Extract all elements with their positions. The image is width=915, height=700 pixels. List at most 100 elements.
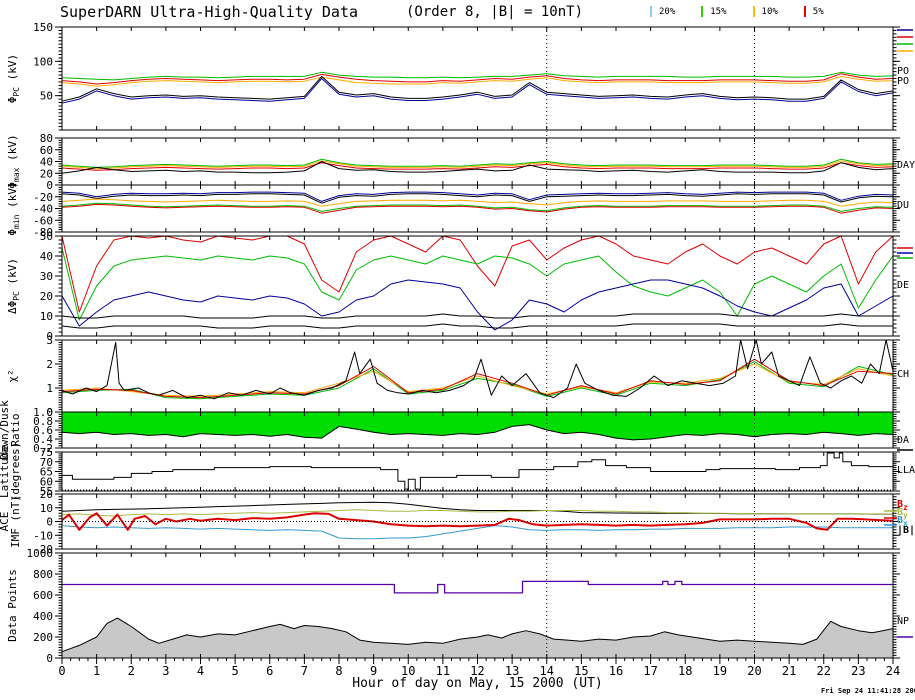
panel-ylabel: Dawn/Dusk <box>0 400 11 460</box>
series-np-count-fill <box>62 618 893 658</box>
x-tick-label: 4 <box>197 664 204 678</box>
x-tick-label: 12 <box>470 664 484 678</box>
series-max-green <box>61 158 894 168</box>
x-tick-label: 24 <box>886 664 900 678</box>
right-label-latitude: LLA <box>897 465 915 476</box>
y-tick-label: -20 <box>33 543 53 556</box>
x-tick-label: 6 <box>266 664 273 678</box>
legend-swatch <box>650 6 652 17</box>
legend-swatch <box>752 6 755 17</box>
legend-swatch <box>803 6 806 17</box>
x-tick-label: 0 <box>58 664 65 678</box>
y-tick-label: -40 <box>33 203 53 216</box>
right-label-ace_imf: |B| <box>897 525 915 536</box>
y-tick-label: 2 <box>46 358 53 371</box>
panel-ylabel: Latitude <box>0 445 11 498</box>
y-tick-label: 0 <box>46 652 53 665</box>
panel-frame <box>61 26 894 131</box>
x-tick-label: 15 <box>574 664 588 678</box>
series-d-black-upper <box>61 313 893 319</box>
y-tick-label: 40 <box>40 250 53 263</box>
y-tick-label: 10 <box>40 502 53 515</box>
y-tick-label: 200 <box>33 631 53 644</box>
creation-timestamp: Fri Sep 24 11:41:28 2004 <box>821 687 915 695</box>
y-tick-label: 1 <box>46 382 53 395</box>
series-lat-step <box>62 452 893 490</box>
x-tick-label: 10 <box>401 664 415 678</box>
y-tick-label: 80 <box>40 132 53 145</box>
right-label-chi2: CH <box>897 369 909 380</box>
x-tick-label: 1 <box>93 664 100 678</box>
y-tick-label: 0.8 <box>33 415 53 428</box>
page-title: SuperDARN Ultra-High-Quality Data <box>60 3 359 21</box>
right-label-ace_imf: Bz <box>897 499 908 512</box>
y-tick-label: 70 <box>40 456 53 469</box>
x-tick-label: 18 <box>678 664 692 678</box>
x-tick-label: 7 <box>301 664 308 678</box>
series-min-green <box>61 202 894 212</box>
legend-item-10pct: 10% <box>752 6 778 17</box>
y-tick-label: 55 <box>40 485 53 498</box>
series-ratio-line <box>61 424 894 441</box>
panel-phi_min: 0-20-40-60-80 Φmin (kV) DU <box>6 179 909 239</box>
panel-ylabel: Φmax (kV) <box>6 134 21 188</box>
panel-frame <box>61 451 894 492</box>
y-tick-label: 75 <box>40 446 53 459</box>
x-tick-label: 13 <box>505 664 519 678</box>
y-tick-label: 60 <box>40 475 53 488</box>
series-bx <box>61 525 893 540</box>
series-pc-green <box>61 71 894 81</box>
y-tick-label: 600 <box>33 589 53 602</box>
y-tick-label: 0.2 <box>33 442 53 455</box>
right-label-dphi_pc: DE <box>897 280 909 291</box>
y-tick-label: -80 <box>33 226 53 239</box>
y-tick-label: 60 <box>40 144 53 157</box>
y-tick-label: 10 <box>40 310 53 323</box>
legend-item-15pct: 15% <box>701 6 727 17</box>
panel-frame <box>61 493 894 550</box>
y-tick-label: 3 <box>46 334 53 347</box>
x-tick-label: 11 <box>436 664 450 678</box>
right-label-ratio: DA <box>897 435 909 446</box>
y-tick-label: 50 <box>40 230 53 243</box>
panel-data_points: 1000 800 600 400 200 0 Data Points NP <box>6 547 913 665</box>
panel-ylabel: Ratio <box>9 413 22 446</box>
y-tick-label: 0 <box>46 406 53 419</box>
right-label-phi_pc: PO <box>897 66 909 77</box>
series-ratio-line-fill <box>62 412 893 440</box>
x-tick-label: 22 <box>817 664 831 678</box>
x-tick-label: 2 <box>128 664 135 678</box>
right-label-ace_imf: Bx <box>897 515 908 528</box>
x-tick-label: 23 <box>851 664 865 678</box>
y-tick-label: 0 <box>46 516 53 529</box>
legend-label: 15% <box>710 6 727 17</box>
series-max-orange <box>61 160 894 170</box>
y-tick-label: 1000 <box>27 547 54 560</box>
y-tick-label: 0.6 <box>33 424 53 437</box>
x-tick-label: 3 <box>162 664 169 678</box>
series-chi-black <box>61 339 894 400</box>
panel-ylabel: Φmin (kV) <box>6 181 21 235</box>
series-d-black-lower <box>61 323 893 329</box>
x-tick-label: 16 <box>609 664 623 678</box>
x-axis-title: Hour of day on May, 15 2000 (UT) <box>352 676 603 691</box>
series-min-black <box>61 193 894 204</box>
x-tick-label: 19 <box>713 664 727 678</box>
series-np-count <box>61 617 894 653</box>
panel-frame <box>61 235 894 337</box>
y-tick-label: 0 <box>46 330 53 343</box>
legend-item-5pct: 5% <box>803 6 824 17</box>
y-tick-label: 50 <box>40 90 53 103</box>
legend-label: 5% <box>812 6 824 17</box>
panel-ylabel: IMF (nT) <box>9 495 22 548</box>
y-tick-label: 30 <box>40 270 53 283</box>
right-label-phi_min: DU <box>897 200 909 211</box>
y-tick-label: -60 <box>33 214 53 227</box>
x-tick-label: 17 <box>643 664 657 678</box>
